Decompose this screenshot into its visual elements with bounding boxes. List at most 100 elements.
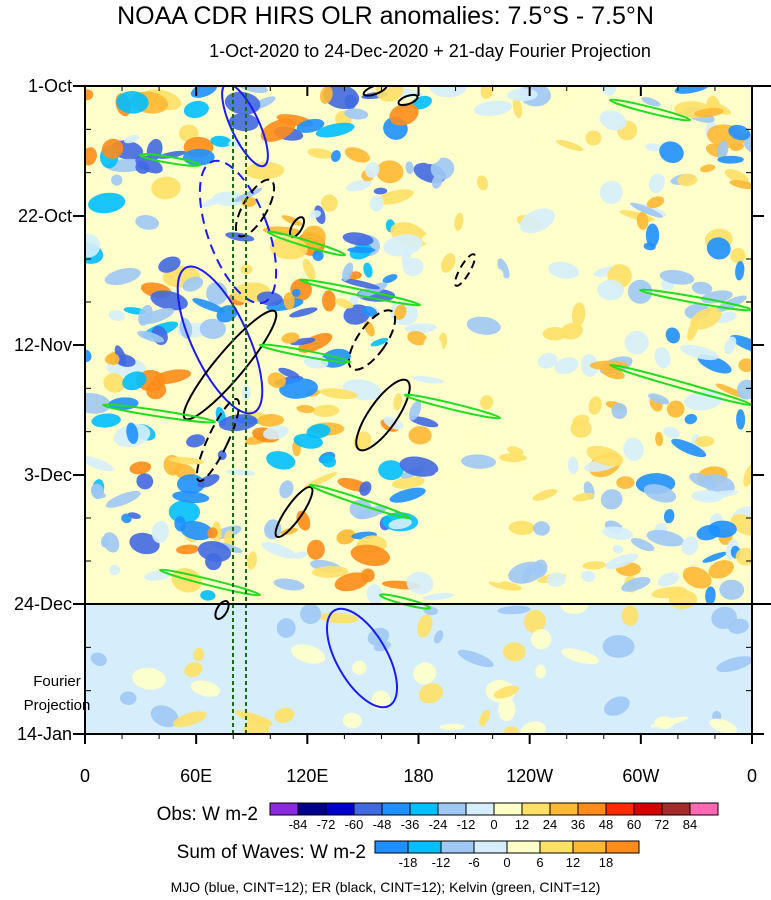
anomaly-patch <box>279 480 294 499</box>
anomaly-patch <box>269 236 308 260</box>
anomaly-patch <box>497 258 510 279</box>
anomaly-patch <box>93 491 106 499</box>
colorbar-label: -72 <box>317 817 336 832</box>
anomaly-patch <box>694 107 724 118</box>
colorbar-label: 36 <box>571 817 585 832</box>
colorbar-label: -18 <box>399 855 418 870</box>
colorbar-swatch <box>577 802 607 816</box>
kelvin-contour <box>608 363 752 407</box>
anomaly-patch <box>366 584 383 605</box>
colorbar-swatch <box>521 802 551 816</box>
kelvin-contour <box>298 278 422 307</box>
anomaly-patch <box>297 333 333 353</box>
colorbar-label: 12 <box>515 817 529 832</box>
anomaly-patch <box>719 579 745 600</box>
anomaly-patch <box>503 642 526 662</box>
anomaly-patch <box>108 310 125 322</box>
anomaly-patch <box>345 179 372 192</box>
anomaly-patch <box>530 629 552 650</box>
chart-title: NOAA CDR HIRS OLR anomalies: 7.5°S - 7.5… <box>117 2 654 30</box>
colorbar-swatch <box>353 802 383 816</box>
anomaly-patch <box>532 489 558 501</box>
er-contour-negative <box>234 178 276 238</box>
anomaly-patch <box>132 667 166 690</box>
anomaly-patch <box>344 147 370 163</box>
anomaly-patch <box>648 173 665 194</box>
anomaly-patch <box>403 257 424 277</box>
kelvin-contour <box>608 98 692 122</box>
anomaly-patch <box>306 539 325 560</box>
anomaly-patch <box>413 662 437 685</box>
anomaly-patch <box>85 233 101 258</box>
colorbar-label: -12 <box>457 817 476 832</box>
anomaly-patch <box>555 139 584 151</box>
anomaly-patch <box>356 282 388 298</box>
anomaly-patch <box>512 96 523 119</box>
anomaly-patch <box>193 647 205 662</box>
x-tick-label: 120E <box>286 766 328 786</box>
anomaly-patch <box>612 544 624 554</box>
anomaly-patch <box>480 395 494 410</box>
anomaly-patch <box>319 388 358 400</box>
anomaly-patch <box>391 476 425 489</box>
colorbar-label: -84 <box>289 817 308 832</box>
anomaly-patch <box>139 307 175 325</box>
y-tick-label: 3-Dec <box>24 465 72 485</box>
anomaly-patch <box>197 474 220 488</box>
colorbar-swatch <box>572 840 607 854</box>
kelvin-contour <box>266 230 347 257</box>
anomaly-patch <box>309 210 321 219</box>
anomaly-patch <box>85 89 94 101</box>
anomaly-patch <box>728 618 749 634</box>
colorbar-swatch <box>493 802 523 816</box>
anomaly-patch <box>457 649 494 668</box>
anomaly-patch <box>257 414 284 427</box>
anomaly-patch <box>404 323 437 334</box>
obs-colorbar-title: Obs: W m-2 <box>157 804 258 825</box>
kelvin-contour <box>403 393 502 420</box>
anomaly-patch <box>246 551 257 570</box>
anomaly-patch <box>423 335 443 358</box>
anomaly-patch <box>359 481 372 496</box>
anomaly-patch <box>724 169 749 184</box>
colorbar-swatch <box>374 840 409 854</box>
colorbar-swatch <box>381 802 411 816</box>
anomaly-patch <box>394 304 407 320</box>
anomaly-patch <box>636 212 649 230</box>
colorbar-label: -48 <box>373 817 392 832</box>
anomaly-patch <box>651 586 688 599</box>
anomaly-patch <box>279 378 318 399</box>
anomaly-patch <box>383 234 423 257</box>
anomaly-patch <box>183 100 209 119</box>
anomaly-patch <box>399 456 439 477</box>
x-tick-label: 0 <box>80 766 90 786</box>
anomaly-patch <box>312 404 340 417</box>
anomaly-patch <box>691 281 713 295</box>
colorbar-swatch <box>539 840 574 854</box>
anomaly-patch <box>479 709 490 727</box>
anomaly-patch <box>729 180 752 190</box>
anomaly-patch <box>302 225 326 249</box>
y-tick-label: 24-Dec <box>14 594 72 614</box>
anomaly-patch <box>599 110 627 131</box>
anomaly-patch <box>418 683 443 704</box>
anomaly-patch <box>382 274 398 284</box>
colorbar-swatch <box>605 840 640 854</box>
anomaly-patch <box>561 648 600 665</box>
anomaly-patch <box>524 609 546 633</box>
anomaly-patch <box>311 565 349 578</box>
anomaly-patch <box>709 718 737 734</box>
anomaly-patch <box>643 484 677 503</box>
anomaly-patch <box>350 544 391 567</box>
anomaly-patch <box>654 347 671 369</box>
anomaly-patch <box>306 424 331 439</box>
anomaly-patch <box>546 572 566 587</box>
anomaly-patch <box>389 487 426 503</box>
anomaly-patch <box>586 445 624 467</box>
anomaly-patch <box>497 605 531 615</box>
anomaly-patch <box>431 174 443 189</box>
anomaly-patch <box>281 215 303 226</box>
anomaly-patch <box>730 247 746 264</box>
anomaly-patch <box>738 358 752 373</box>
